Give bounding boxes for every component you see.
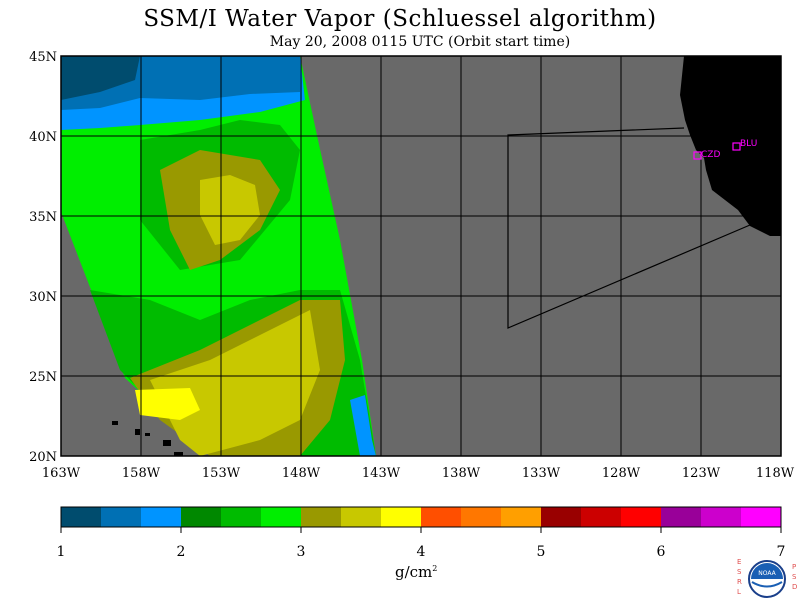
colorbar-cell <box>381 507 422 527</box>
colorbar-cell <box>661 507 702 527</box>
hawaii-islands <box>112 421 183 456</box>
lon-labels: 163W 158W 153W 148W 143W 138W 133W 128W 123W 118W <box>42 466 795 481</box>
chart-subtitle: May 20, 2008 0115 UTC (Orbit start time) <box>269 34 571 50</box>
colorbar-tick-label: 4 <box>417 544 426 560</box>
colorbar-cell <box>61 507 102 527</box>
colorbar-tick-label: 3 <box>297 544 306 560</box>
lat-tick-label: 30N <box>29 290 57 305</box>
lon-tick-label: 133W <box>522 466 561 481</box>
colorbar-tick-label: 5 <box>537 544 546 560</box>
colorbar-cell <box>741 507 782 527</box>
station-markers: CZD BLU <box>693 139 757 160</box>
logo-letter: S <box>792 573 797 581</box>
colorbar-units: g/cm2 <box>395 563 437 581</box>
colorbar-cell <box>101 507 142 527</box>
station-czd-marker <box>693 151 702 160</box>
island <box>174 452 183 456</box>
colorbar-cells <box>61 507 782 527</box>
units-sup: 2 <box>432 564 438 573</box>
noaa-seal-top <box>751 563 783 579</box>
swath-bright-yellow <box>135 388 200 420</box>
lat-labels: 45N 40N 35N 30N 25N 20N <box>29 50 57 465</box>
noaa-seal-wave <box>751 581 783 588</box>
swath-north-dark <box>61 56 140 100</box>
swath-edge-blue <box>350 395 376 456</box>
trajectory-line <box>507 127 751 329</box>
logo-letter: L <box>737 588 741 596</box>
logo-letter: R <box>737 578 742 586</box>
island <box>145 433 150 436</box>
lon-tick-label: 128W <box>602 466 641 481</box>
colorbar-cell <box>621 507 662 527</box>
noaa-esrl-psd-logo: E S R L P S D NOAA <box>737 558 797 598</box>
island <box>112 421 118 425</box>
lon-tick-label: 123W <box>682 466 721 481</box>
island <box>135 429 140 435</box>
colorbar-cell <box>421 507 462 527</box>
swath-yellow-south <box>150 310 320 456</box>
island <box>163 440 171 446</box>
station-blu-label: BLU <box>740 139 757 149</box>
logo-letter: S <box>737 568 742 576</box>
colorbar-cell <box>341 507 382 527</box>
lon-tick-label: 158W <box>122 466 161 481</box>
lon-tick-label: 163W <box>42 466 81 481</box>
units-base: g/cm <box>395 563 433 581</box>
colorbar-cell <box>261 507 302 527</box>
map-frame <box>60 55 782 457</box>
colorbar-cell <box>581 507 622 527</box>
noaa-text: NOAA <box>758 570 776 577</box>
lon-tick-label: 148W <box>282 466 321 481</box>
colorbar-tick-label: 1 <box>57 544 66 560</box>
esrl-letters: E S R L P S D <box>737 558 797 596</box>
lat-tick-label: 45N <box>29 50 57 65</box>
colorbar-tick-label: 2 <box>177 544 186 560</box>
station-blu-marker <box>732 142 741 151</box>
colorbar-cell <box>541 507 582 527</box>
lat-tick-label: 35N <box>29 210 57 225</box>
colorbar-cell <box>501 507 542 527</box>
colorbar-cell <box>301 507 342 527</box>
colorbar-cell <box>701 507 742 527</box>
colorbar-tick-label: 6 <box>657 544 666 560</box>
swath-data <box>61 56 376 456</box>
lat-tick-label: 40N <box>29 130 57 145</box>
lat-lon-grid <box>61 56 781 456</box>
lat-tick-label: 20N <box>29 450 57 465</box>
colorbar-cell <box>461 507 502 527</box>
lat-tick-label: 25N <box>29 370 57 385</box>
colorbar-cell <box>141 507 182 527</box>
chart-title: SSM/I Water Vapor (Schluessel algorithm) <box>143 6 657 32</box>
logo-letter: D <box>792 583 797 591</box>
lon-tick-label: 118W <box>756 466 795 481</box>
colorbar-cell <box>181 507 222 527</box>
lon-tick-label: 153W <box>202 466 241 481</box>
swath-yellow-center <box>200 175 260 245</box>
california-land <box>680 56 781 236</box>
colorbar-cell <box>221 507 262 527</box>
logo-letter: E <box>737 558 741 566</box>
logo-letter: P <box>792 563 796 571</box>
lon-tick-label: 143W <box>362 466 401 481</box>
station-czd-label: CZD <box>701 150 720 160</box>
colorbar-ticks: 1 2 3 4 5 6 7 <box>57 527 786 560</box>
colorbar-tick-label: 7 <box>777 544 786 560</box>
lon-tick-label: 138W <box>442 466 481 481</box>
